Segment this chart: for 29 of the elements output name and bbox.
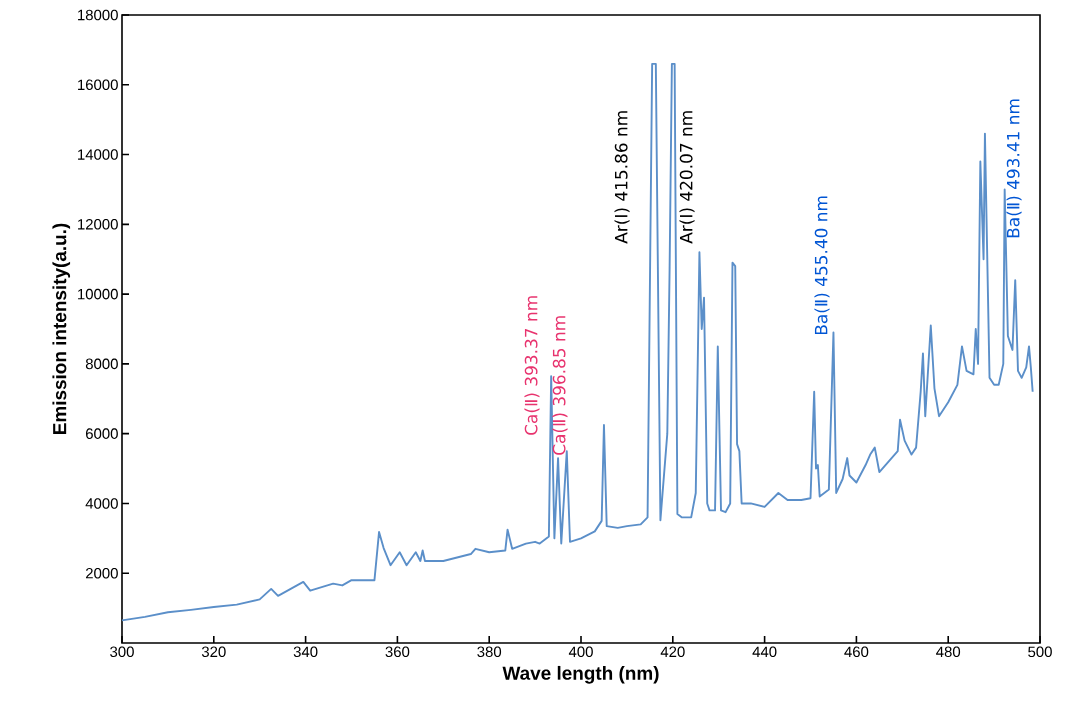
annotation: Ar(Ⅰ) 415.86 nm [614,111,630,244]
x-tick-label: 400 [568,646,593,658]
y-tick-label: 4000 [85,498,118,509]
y-tick-label: 14000 [78,149,118,160]
annotation: Ar(Ⅰ) 420.07 nm [679,111,695,244]
y-tick-label: 6000 [86,428,118,439]
x-tick-label: 380 [477,646,502,658]
x-tick-label: 460 [844,646,869,658]
y-tick-label: 12000 [78,219,118,230]
x-tick-label: 420 [660,646,685,658]
x-axis-title: Wave length (nm) [502,665,659,684]
y-axis-title: Emission intensity(a.u.) [52,223,71,434]
y-tick-label: 18000 [78,9,118,21]
y-tick-label: 16000 [78,79,118,91]
annotation: Ba(Ⅱ) 493.41 nm [1006,99,1022,238]
annotation: Ba(Ⅱ) 455.40 nm [814,196,830,335]
y-tick-label: 2000 [85,567,118,579]
x-tick-label: 480 [936,646,961,658]
x-tick-label: 440 [752,646,777,658]
y-tick-label: 8000 [85,358,118,370]
x-tick-label: 500 [1028,646,1052,658]
line-series [121,62,1034,622]
y-tick-label: 10000 [78,288,118,300]
annotation: Ca(Ⅱ) 393.37 nm [524,296,540,435]
x-tick-label: 360 [385,646,410,658]
x-tick-label: 340 [293,646,318,658]
x-tick-label: 300 [110,646,134,658]
annotation: Ca(Ⅱ) 396.85 nm [552,316,568,455]
x-tick-label: 320 [201,646,226,658]
